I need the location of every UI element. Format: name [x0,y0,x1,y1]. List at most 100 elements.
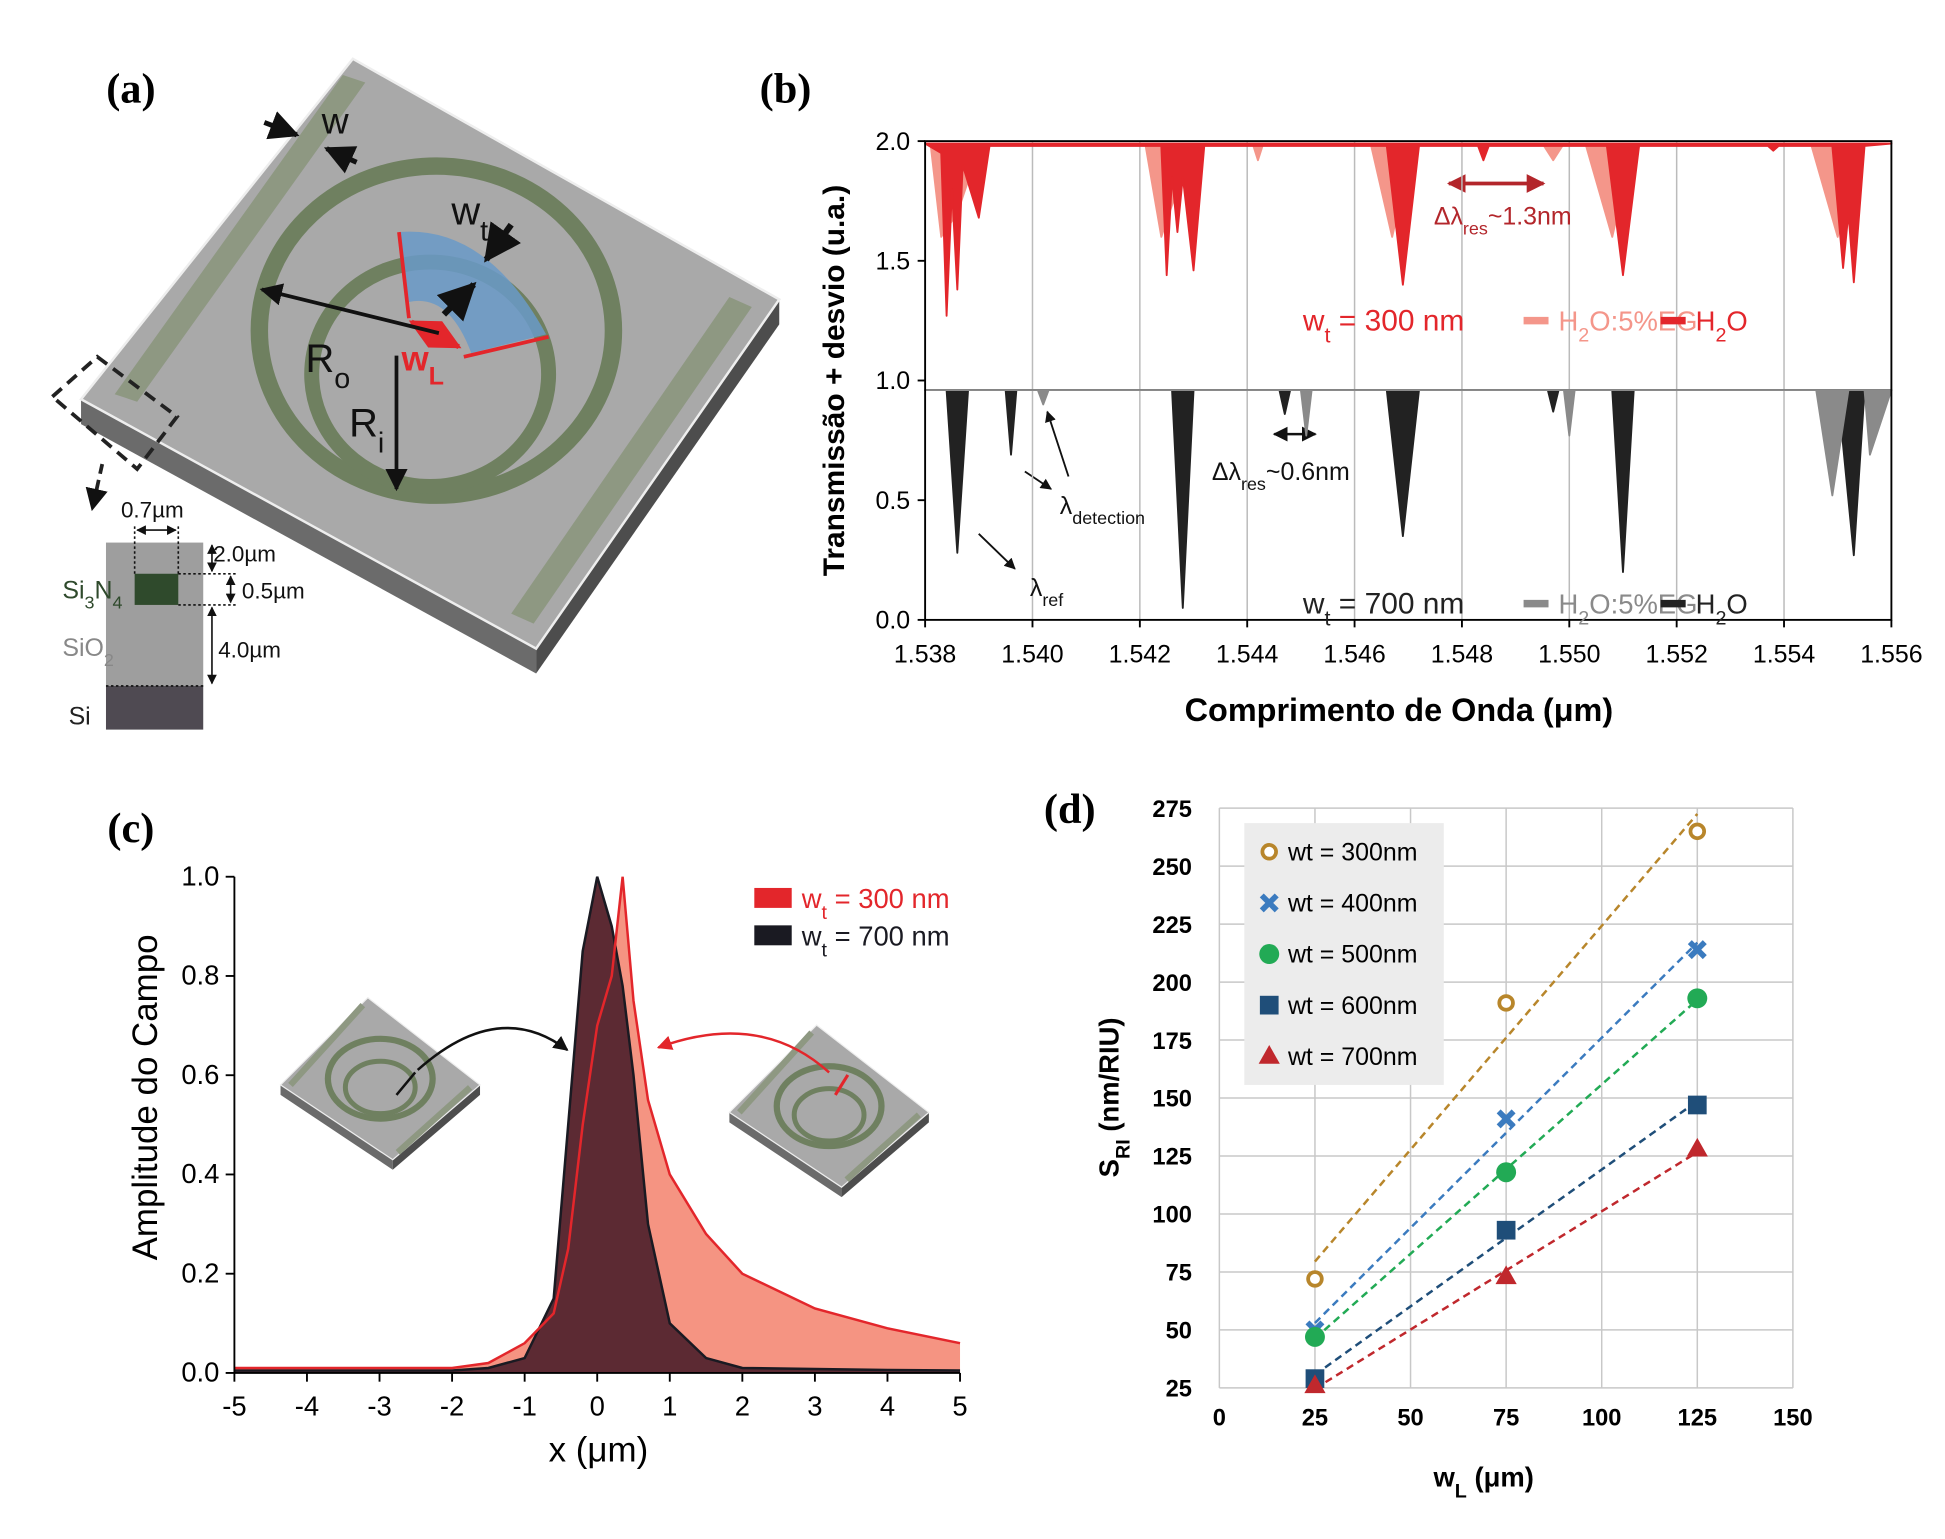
ring [342,1058,418,1117]
legend-label: wt = 300 nm [801,883,950,924]
text-part: R [305,337,334,381]
spectrum [924,389,1893,497]
text-part: 2 [1578,325,1589,347]
text-part: Δλ [1434,203,1464,231]
waveguide [395,1085,473,1155]
text-part: O [1726,306,1747,337]
legend-label: wt = 300nm [1287,839,1418,867]
chip-top [728,1024,930,1188]
x-tick-label: 5 [952,1390,967,1421]
legend-label: wt = 700nm [1287,1043,1418,1071]
text-part: w [400,340,429,379]
marker [1258,1045,1280,1064]
substrate [105,685,204,730]
x-tick-label: 1.548 [1431,640,1493,668]
marker [1686,1137,1708,1157]
waveguide [511,296,752,624]
marker [1304,1374,1326,1394]
ro-line [259,283,440,335]
x-tick-label: 75 [1493,1405,1519,1431]
chip-side [280,1084,393,1170]
pointer [1024,470,1052,490]
marker [1687,988,1708,1009]
text-part: 4 [112,593,122,613]
x-tick-label: 150 [1773,1405,1813,1431]
field-area [234,876,961,1373]
text-part: O [1726,589,1747,620]
diagram-label: Si3N4 [62,577,122,613]
x-tick-label: 1 [662,1390,677,1421]
field-line [234,876,961,1372]
text-part: detection [1072,508,1145,528]
legend-label: wt = 700 nm [801,920,950,961]
y-tick-label: 2.0 [876,128,911,156]
y-tick-label: 1.5 [876,248,911,276]
ring [791,1086,867,1144]
chip-side [81,399,537,674]
text-part: λ [1060,492,1073,520]
legend: wt = 300nm wt = 400nm wt = 500nm wt = 600nm… [1244,823,1444,1085]
spectrum [924,142,1893,317]
x-tick-label: 1.556 [1860,640,1922,668]
x-tick-label: 1.550 [1538,640,1600,668]
x-tick-label: -3 [367,1390,391,1421]
annotation: λref [1030,574,1064,610]
legend-label: wt = 500nm [1287,941,1418,969]
x-tick-label: 1.540 [1001,640,1063,668]
y-tick-label: 0.0 [181,1357,219,1388]
text-part: Δλ [1212,458,1242,486]
text-part: H [1696,306,1716,337]
chip-side [536,299,780,674]
text-part: w [1302,305,1325,338]
y-tick-label: 175 [1152,1029,1192,1055]
x-axis-title: Comprimento de Onda (μm) [1185,692,1614,728]
y-tick-label: 275 [1152,797,1192,823]
marker [1495,1265,1517,1285]
waveguide [114,75,366,402]
x-tick-label: 1.554 [1753,640,1816,668]
diagram-label: Si [69,703,91,731]
inset-arrow [656,1032,830,1074]
y-tick-label: 150 [1152,1087,1192,1113]
w-arrow [263,111,300,140]
waveguide [737,1030,814,1115]
x-tick-label: 1.544 [1216,640,1279,668]
zoom-arrow [85,463,108,512]
marker [1496,1220,1516,1240]
diagram-label: 0.5µm [242,579,305,604]
text-part: = 300 nm [1330,305,1464,338]
text-part: t [1325,607,1331,631]
marker [1306,1270,1324,1288]
x-tick-label: 125 [1678,1405,1718,1431]
x-tick-label: 1.552 [1645,640,1707,668]
marker [1496,1109,1516,1129]
x-tick-label: 2 [735,1390,750,1421]
legend-group-label: wt = 300 nm [1302,305,1464,348]
y-axis-title: Transmissão + desvio (u.a.) [818,185,851,576]
legend-label: H2O:5%EG [1558,306,1697,347]
text-part: res [1241,474,1266,494]
y-tick-label: 200 [1152,971,1192,997]
text-part: (nm/RIU) [1093,1017,1124,1139]
red-edge [463,335,550,359]
text-part: t [821,939,827,961]
text-part: H [1558,306,1578,337]
zoom-box [49,354,180,472]
y-tick-label: 75 [1166,1261,1192,1287]
text-part: w [1432,1461,1455,1492]
x-tick-label: -1 [512,1390,536,1421]
text-part: L [1455,1480,1467,1502]
text-part: ref [1042,590,1064,610]
y-tick-label: 125 [1152,1145,1192,1171]
diagram-label: 0.7µm [121,498,184,523]
text-part: w [801,920,822,951]
w-arrow [323,146,358,174]
text-part: 2 [104,650,114,670]
text-part: L [429,363,444,391]
marker [1259,995,1279,1015]
y-tick-label: 25 [1166,1377,1192,1403]
text-part: 2 [1715,325,1726,347]
y-axis-title: SRI (nm/RIU) [1093,1017,1134,1177]
marker [1496,1162,1517,1183]
